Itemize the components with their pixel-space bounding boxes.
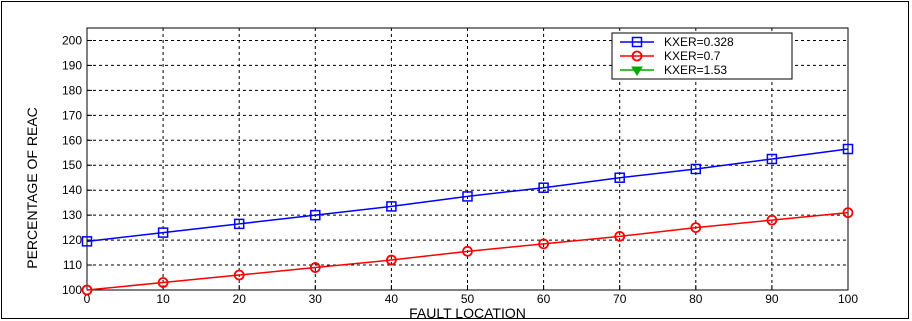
data-point-series-1 bbox=[157, 227, 169, 238]
data-point-series-2 bbox=[309, 262, 321, 273]
data-point-series-2 bbox=[81, 284, 93, 296]
legend-entry: KXER=0.328 bbox=[664, 35, 734, 49]
y-axis-label: PERCENTAGE OF REAC bbox=[24, 107, 40, 269]
data-point-series-1 bbox=[614, 172, 625, 183]
x-tick-label: 30 bbox=[309, 292, 323, 306]
x-axis-label: FAULT LOCATION bbox=[409, 305, 526, 321]
data-point-series-1 bbox=[842, 143, 854, 155]
x-tick-label: 100 bbox=[838, 292, 858, 306]
x-tick-label: 40 bbox=[385, 292, 399, 306]
y-tick-label: 120 bbox=[62, 233, 82, 247]
series bbox=[81, 143, 854, 296]
data-point-series-2 bbox=[538, 238, 549, 250]
y-tick-label: 180 bbox=[62, 83, 82, 97]
legend-marker bbox=[631, 50, 643, 62]
series-line-1 bbox=[86, 148, 849, 243]
data-point-series-1 bbox=[538, 182, 549, 193]
x-tick-label: 70 bbox=[613, 292, 627, 306]
data-point-series-1 bbox=[233, 218, 245, 230]
legend-entry: KXER=1.53 bbox=[664, 63, 727, 77]
x-tick-label: 90 bbox=[765, 292, 779, 306]
data-point-series-2 bbox=[233, 269, 245, 281]
data-point-series-2 bbox=[690, 222, 702, 234]
legend-marker bbox=[631, 66, 643, 76]
series-line-2 bbox=[86, 211, 849, 291]
data-point-series-1 bbox=[310, 209, 321, 221]
y-tick-label: 160 bbox=[62, 133, 82, 147]
y-tick-label: 190 bbox=[62, 58, 82, 72]
legend-marker bbox=[631, 36, 643, 48]
data-point-series-2 bbox=[157, 277, 169, 288]
y-tick-label: 150 bbox=[62, 158, 82, 172]
data-point-series-1 bbox=[81, 236, 93, 247]
y-tick-label: 140 bbox=[62, 183, 82, 197]
data-point-series-1 bbox=[690, 163, 702, 175]
y-tick-label: 200 bbox=[62, 33, 82, 47]
y-tick-label: 170 bbox=[62, 108, 82, 122]
data-point-series-1 bbox=[386, 201, 397, 212]
y-tick-label: 100 bbox=[62, 283, 82, 297]
data-point-series-2 bbox=[842, 207, 854, 219]
y-tick-label: 110 bbox=[63, 258, 82, 272]
x-tick-label: 20 bbox=[233, 292, 247, 306]
x-tick-label: 0 bbox=[84, 292, 91, 306]
data-point-series-1 bbox=[462, 191, 473, 202]
data-point-series-1 bbox=[766, 153, 778, 165]
x-tick-label: 50 bbox=[461, 292, 475, 306]
data-point-series-2 bbox=[614, 230, 626, 242]
legend-entry: KXER=0.7 bbox=[664, 49, 721, 63]
x-tick-label: 10 bbox=[156, 292, 170, 306]
x-tick-label: 60 bbox=[537, 292, 551, 306]
data-point-series-2 bbox=[462, 245, 473, 257]
ticks: 0 10 20 30 40 50 60 70 80 90 100 100 110 120 130 140 150… bbox=[62, 33, 858, 306]
x-tick-label: 80 bbox=[689, 292, 703, 306]
data-point-series-2 bbox=[385, 254, 397, 266]
y-tick-label: 130 bbox=[62, 208, 82, 222]
data-point-series-2 bbox=[766, 214, 778, 226]
grid bbox=[87, 28, 848, 290]
